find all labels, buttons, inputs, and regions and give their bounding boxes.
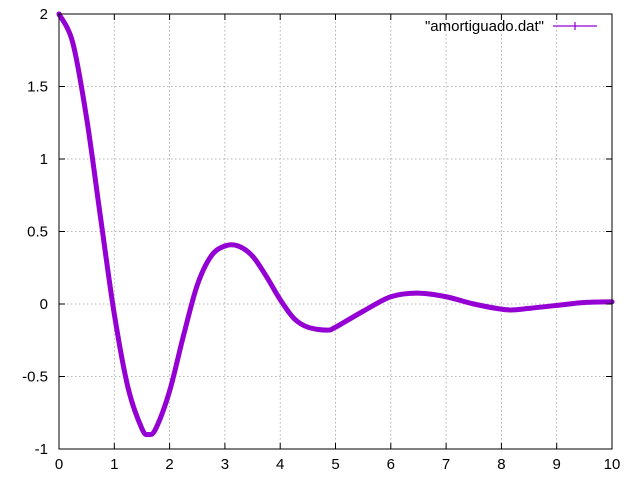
series-line <box>56 11 615 438</box>
y-tick-label: 1.5 <box>27 79 48 96</box>
y-tick-label: 2 <box>40 6 48 23</box>
x-tick-label: 4 <box>276 456 284 473</box>
x-tick-label: 6 <box>387 456 395 473</box>
grid-lines <box>59 14 612 449</box>
data-point <box>554 303 560 308</box>
data-point <box>70 40 76 46</box>
data-point <box>84 116 90 121</box>
y-tick-label: 1 <box>40 151 48 168</box>
data-point <box>388 294 394 300</box>
x-tick-label: 3 <box>221 456 229 473</box>
legend-label: "amortiguado.dat" <box>425 18 544 35</box>
data-point <box>263 274 269 279</box>
data-point <box>443 294 449 300</box>
data-point <box>324 327 330 333</box>
x-tick-label: 5 <box>331 456 339 473</box>
plot-frame <box>58 13 613 450</box>
data-point <box>277 297 283 303</box>
data-point <box>471 301 477 307</box>
data-point <box>98 214 103 220</box>
data-point <box>181 333 186 339</box>
plot-border <box>58 13 613 450</box>
data-point <box>581 300 587 305</box>
data-point <box>504 307 510 313</box>
data-point <box>125 385 131 391</box>
y-tick-label: 0.5 <box>27 224 48 241</box>
data-point <box>235 243 241 249</box>
x-tick-label: 0 <box>55 456 63 473</box>
x-tick-label: 1 <box>110 456 118 473</box>
data-point <box>291 316 297 321</box>
data-point <box>139 426 145 432</box>
x-tick-label: 9 <box>553 456 561 473</box>
series-layer <box>56 11 615 438</box>
x-tick-label: 2 <box>165 456 173 473</box>
x-tick-label: 10 <box>604 456 621 473</box>
data-point <box>305 324 311 330</box>
data-point <box>153 426 159 432</box>
data-point <box>526 305 532 311</box>
data-point <box>250 253 255 259</box>
y-tick-label: 0 <box>40 296 48 313</box>
data-point <box>167 388 173 394</box>
x-tick-label: 8 <box>497 456 505 473</box>
data-point <box>333 324 338 330</box>
data-point <box>146 432 151 437</box>
x-tick-label: 7 <box>442 456 450 473</box>
data-point <box>360 308 366 314</box>
y-tick-label: -0.5 <box>22 369 48 386</box>
data-point <box>222 243 228 249</box>
data-point <box>111 311 117 317</box>
y-tick-label: -1 <box>35 441 48 458</box>
data-point <box>414 290 420 296</box>
data-point <box>208 253 214 259</box>
data-point <box>194 282 200 288</box>
tick-labels: 0 1 2 3 4 5 6 7 8 9 10 -1 -0.5 0 0.5 1 1.5 2 <box>22 6 620 473</box>
legend: "amortiguado.dat" <box>425 18 597 35</box>
